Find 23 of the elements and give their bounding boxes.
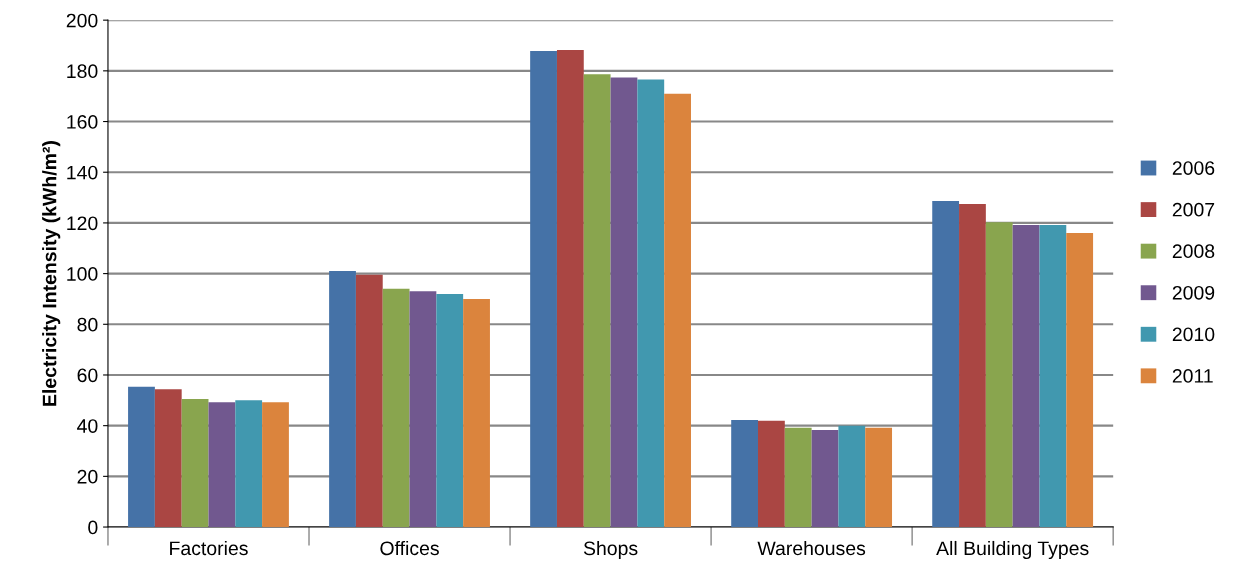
legend-label: 2011 <box>1172 369 1213 383</box>
legend-label: 2007 <box>1172 202 1215 217</box>
y-tick-label: 140 <box>67 165 98 180</box>
y-tick-label: 160 <box>67 115 98 129</box>
x-tick-label: All Building Types <box>936 540 1089 560</box>
y-tick-label: 100 <box>67 267 98 281</box>
y-tick-label: 200 <box>66 13 98 28</box>
y-tick-label: 180 <box>67 64 98 79</box>
legend-label: 2006 <box>1172 161 1215 175</box>
y-tick-label: 60 <box>77 368 98 383</box>
legend-label: 2010 <box>1172 327 1215 342</box>
y-tick-label: 0 <box>88 520 98 535</box>
y-tick-label: 80 <box>77 317 98 332</box>
x-tick-label: Warehouses <box>757 540 866 556</box>
y-tick-label: 40 <box>77 419 98 433</box>
x-tick-label: Shops <box>583 540 638 560</box>
x-tick-label: Offices <box>380 540 439 556</box>
legend-label: 2009 <box>1172 285 1215 300</box>
legend-label: 2008 <box>1172 244 1215 259</box>
y-axis-title: Electricity Intensity (kWh/m²) <box>42 141 61 406</box>
x-tick-label: Factories <box>170 540 248 556</box>
y-tick-label: 120 <box>67 216 98 231</box>
y-tick-label: 20 <box>77 469 98 484</box>
